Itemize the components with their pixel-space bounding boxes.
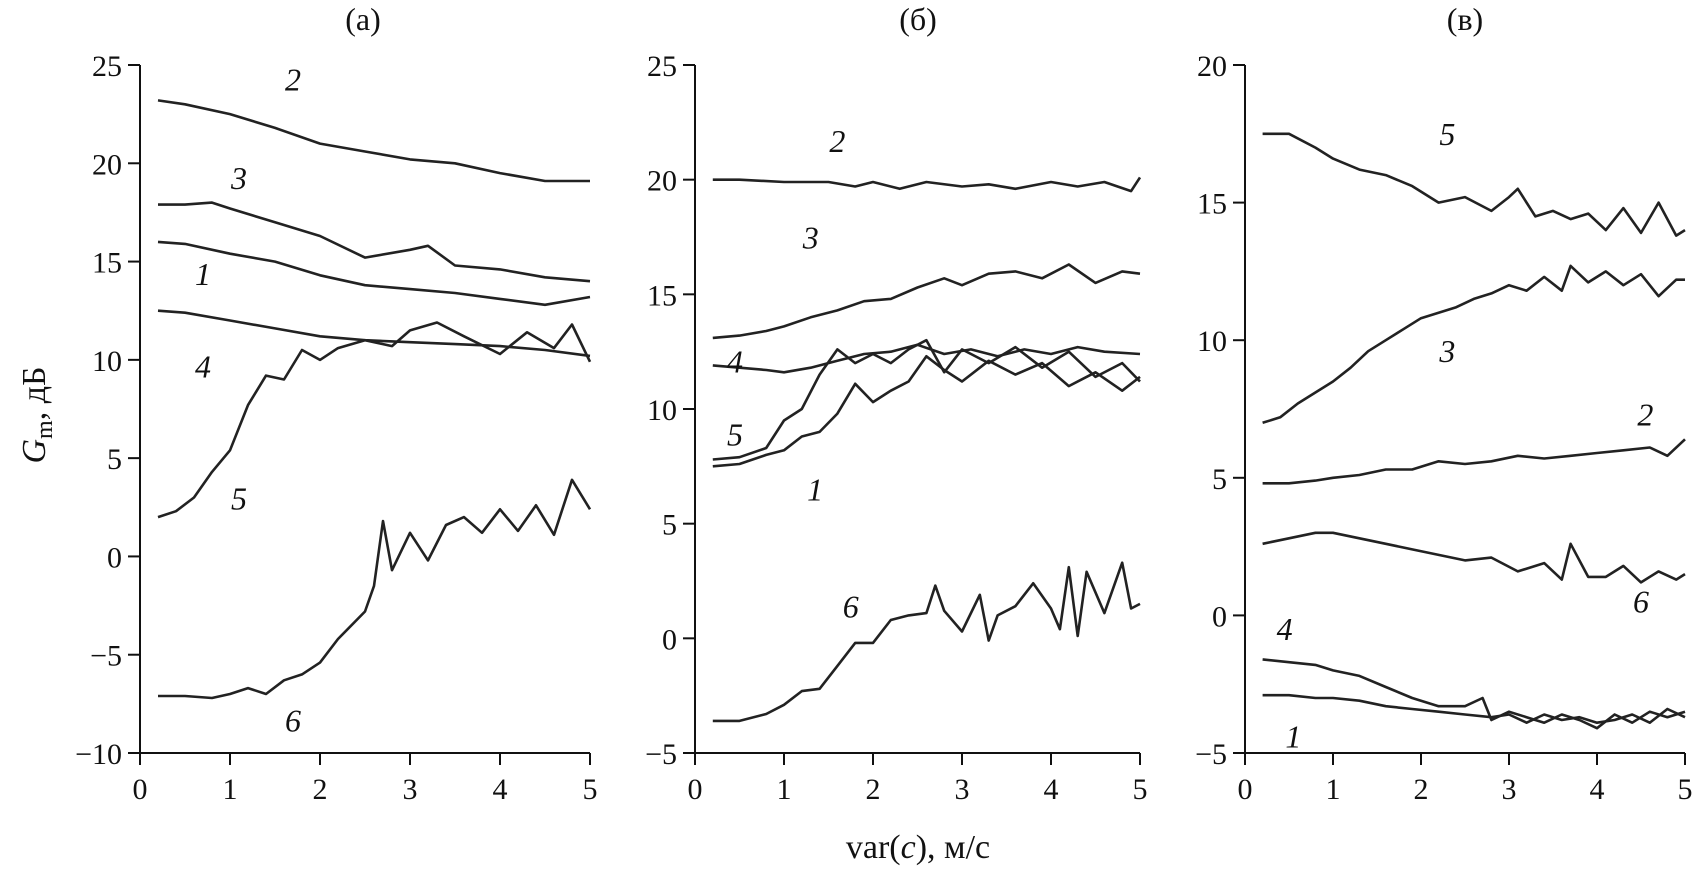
y-axis-label-symbol: G: [16, 439, 53, 464]
panel-b-series-1-label: 1: [807, 472, 823, 508]
panel-c-series-3-line: [1262, 264, 1685, 425]
panel-c-y-tick-label: 10: [1197, 325, 1227, 358]
panel-b-y-tick-label: −5: [645, 738, 677, 771]
panel-b-series-1-line: [712, 354, 1141, 468]
panel-b-series-2-line: [712, 176, 1142, 193]
panel-c-series-3-label: 3: [1438, 333, 1455, 369]
y-axis-label: Gm, дБ: [16, 366, 58, 463]
panel-a-y-tick-label: −10: [75, 738, 122, 771]
panel-c-label: (в): [1447, 1, 1483, 37]
panel-b-y-tick-label: 0: [662, 623, 677, 656]
y-axis-label-subscript: m: [32, 420, 58, 439]
panel-c-series-5-line: [1262, 132, 1686, 237]
panel-c-x-tick-label: 0: [1238, 773, 1253, 806]
panel-b-y-tick-label: 5: [662, 509, 677, 542]
panel-a-x-tick-label: 2: [313, 773, 328, 806]
panel-c-y-tick-label: 5: [1212, 463, 1227, 496]
panel-c-series-2-label: 2: [1637, 397, 1653, 433]
panel-c-x-tick-label: 3: [1502, 773, 1517, 806]
panel-b-x-tick-label: 2: [866, 773, 881, 806]
panel-c-series-6-label: 6: [1633, 584, 1649, 620]
panel-b-series-5-label: 5: [727, 417, 743, 453]
panel-b-series-3-line: [712, 263, 1141, 340]
panel-c-y-tick-label: −5: [1195, 738, 1227, 771]
panel-a-series-3-label: 3: [230, 160, 247, 196]
panel-a-series-2-label: 2: [285, 62, 301, 98]
panel-a-x-tick-label: 5: [583, 773, 598, 806]
panel-a-series-3-line: [158, 201, 591, 283]
panel-b-y-tick-label: 15: [647, 279, 677, 312]
panel-a-series-2-line: [157, 99, 590, 183]
panel-c-x-tick-label: 1: [1326, 773, 1341, 806]
panel-b-series-4-label: 4: [727, 343, 743, 379]
panel-b: (б) −5 0 5 10 15 20 25 0 1 2 3 4 5 2 3 4 5 1 6: [645, 1, 1147, 806]
panel-b-series-5-line: [712, 338, 1141, 461]
panel-a-y-tick-label: 25: [92, 50, 122, 83]
x-axis-label-var: c: [901, 829, 916, 866]
panel-c-series-2-line: [1262, 438, 1686, 485]
panel-a-x-tick-label: 3: [403, 773, 418, 806]
x-axis-label-post: ), м/с: [916, 829, 990, 866]
panel-a-label: (а): [345, 1, 381, 37]
panel-c-series-1-line: [1262, 693, 1686, 725]
x-axis-label: var(c), м/с: [846, 829, 990, 866]
panel-a-series-4-label: 4: [195, 349, 211, 385]
panel-c-series-4-label: 4: [1277, 611, 1293, 647]
panel-b-series-6-label: 6: [843, 589, 859, 625]
panel-b-y-tick-label: 10: [647, 394, 677, 427]
panel-a-y-tick-label: 15: [92, 247, 122, 280]
panel-b-x-tick-label: 5: [1133, 773, 1148, 806]
panel-a-series-5-line: [157, 321, 592, 519]
panel-c-series-6-line: [1262, 531, 1686, 584]
panel-c-series-1-label: 1: [1285, 718, 1301, 754]
panel-b-series-2-label: 2: [829, 123, 845, 159]
panel-c-y-tick-label: 0: [1212, 600, 1227, 633]
y-axis-label-unit: , дБ: [16, 366, 53, 420]
panel-b-x-tick-label: 1: [777, 773, 792, 806]
panel-b-y-tick-label: 20: [647, 165, 677, 198]
panel-a-y-tick-label: −5: [90, 640, 122, 673]
panel-b-series-6-line: [712, 561, 1141, 723]
panel-b-x-tick-label: 0: [688, 773, 703, 806]
panel-a-x-tick-label: 0: [133, 773, 148, 806]
panel-a-x-tick-label: 4: [493, 773, 508, 806]
panel-b-y-tick-label: 25: [647, 50, 677, 83]
panel-a-series-6-label: 6: [285, 702, 301, 738]
panel-a-x-tick-label: 1: [223, 773, 238, 806]
panel-c-y-tick-label: 15: [1197, 188, 1227, 221]
panel-c-series-5-label: 5: [1439, 116, 1455, 152]
panel-a-y-tick-label: 10: [92, 345, 122, 378]
panel-a-y-tick-label: 20: [92, 148, 122, 181]
panel-c-y-tick-label: 20: [1197, 50, 1227, 83]
panel-c-x-tick-label: 2: [1414, 773, 1429, 806]
panel-c-x-tick-label: 4: [1590, 773, 1605, 806]
panel-c-x-tick-label: 5: [1678, 773, 1693, 806]
panel-a-series-6-line: [158, 478, 592, 700]
panel-b-series-3-label: 3: [802, 219, 819, 255]
panel-b-x-tick-label: 4: [1044, 773, 1059, 806]
panel-a-y-tick-label: 5: [107, 443, 122, 476]
panel-a-y-tick-label: 0: [107, 541, 122, 574]
panel-a-series-1-label: 1: [195, 256, 211, 292]
panel-b-label: (б): [899, 1, 937, 37]
panel-a: (а) −10 −5 0 5 10 15 20 25 0 1 2 3 4 5 2 3 1 4 5 6: [75, 1, 597, 806]
panel-b-x-tick-label: 3: [955, 773, 970, 806]
x-axis-label-pre: var(: [846, 829, 901, 866]
panel-a-series-1-line: [157, 240, 591, 307]
panel-a-series-5-label: 5: [231, 480, 247, 516]
